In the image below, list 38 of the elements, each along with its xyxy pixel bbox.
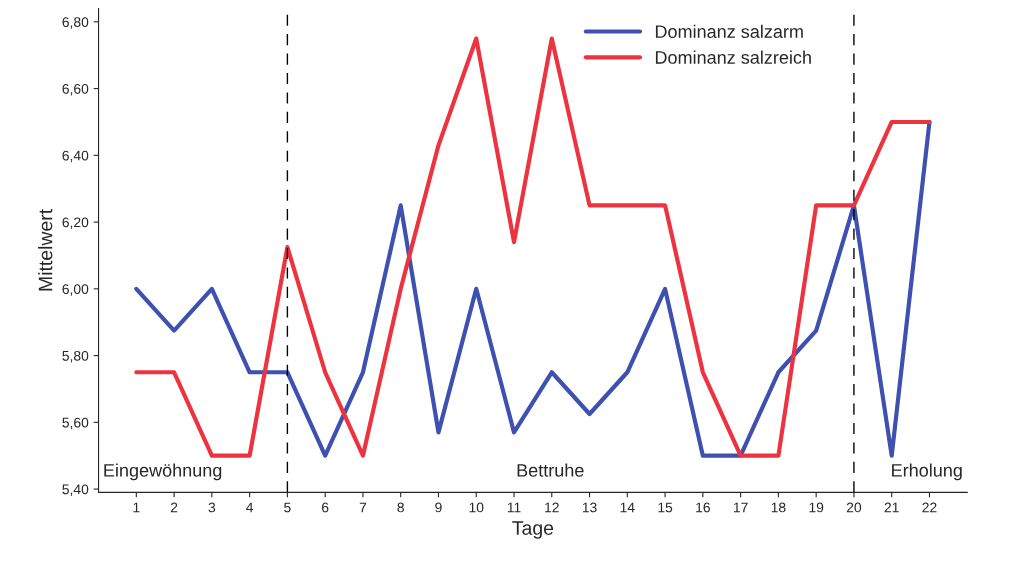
x-tick-label: 13 [582,502,597,513]
y-tick-label: 5,40 [62,484,89,496]
y-tick-label: 6,80 [62,17,89,29]
x-tick-label: 16 [696,502,710,513]
x-tick-label: 8 [397,502,404,513]
legend-label: Dominanz salzreich [655,50,811,64]
legend-label: Dominanz salzarm [655,24,803,38]
x-tick-label: 11 [507,502,521,513]
x-tick-label: 2 [170,502,178,513]
y-tick-label: 5,60 [62,417,89,430]
y-tick-label: 6,00 [62,284,89,296]
x-tick-label: 22 [922,502,937,513]
x-tick-label: 17 [733,502,748,513]
y-axis-title: Mittelwert [38,209,53,291]
x-tick-label: 5 [284,502,291,513]
x-tick-label: 21 [884,502,899,513]
x-axis-title: Tage [512,521,554,539]
x-tick-label: 18 [771,502,786,513]
x-tick-label: 9 [435,502,442,513]
annotation: Bettruhe [517,463,584,477]
x-tick-label: 19 [809,502,824,513]
x-tick-label: 1 [133,502,140,513]
x-tick-label: 10 [469,502,484,513]
x-tick-label: 14 [620,502,635,513]
x-tick-label: 3 [208,502,216,513]
x-tick-label: 20 [846,502,862,513]
x-tick-label: 15 [658,502,673,513]
x-tick-label: 7 [359,502,367,513]
y-tick-label: 6,60 [62,83,89,96]
x-tick-label: 6 [322,502,329,513]
y-tick-label: 5,80 [62,350,89,363]
line-series [134,36,932,458]
annotation: Eingewöhnung [104,463,222,481]
x-tick-label: 12 [545,502,559,513]
y-tick-label: 6,40 [62,150,89,163]
x-tick-label: 4 [246,502,254,513]
y-tick-label: 6,20 [62,217,89,229]
annotation: Erholung [892,463,962,481]
